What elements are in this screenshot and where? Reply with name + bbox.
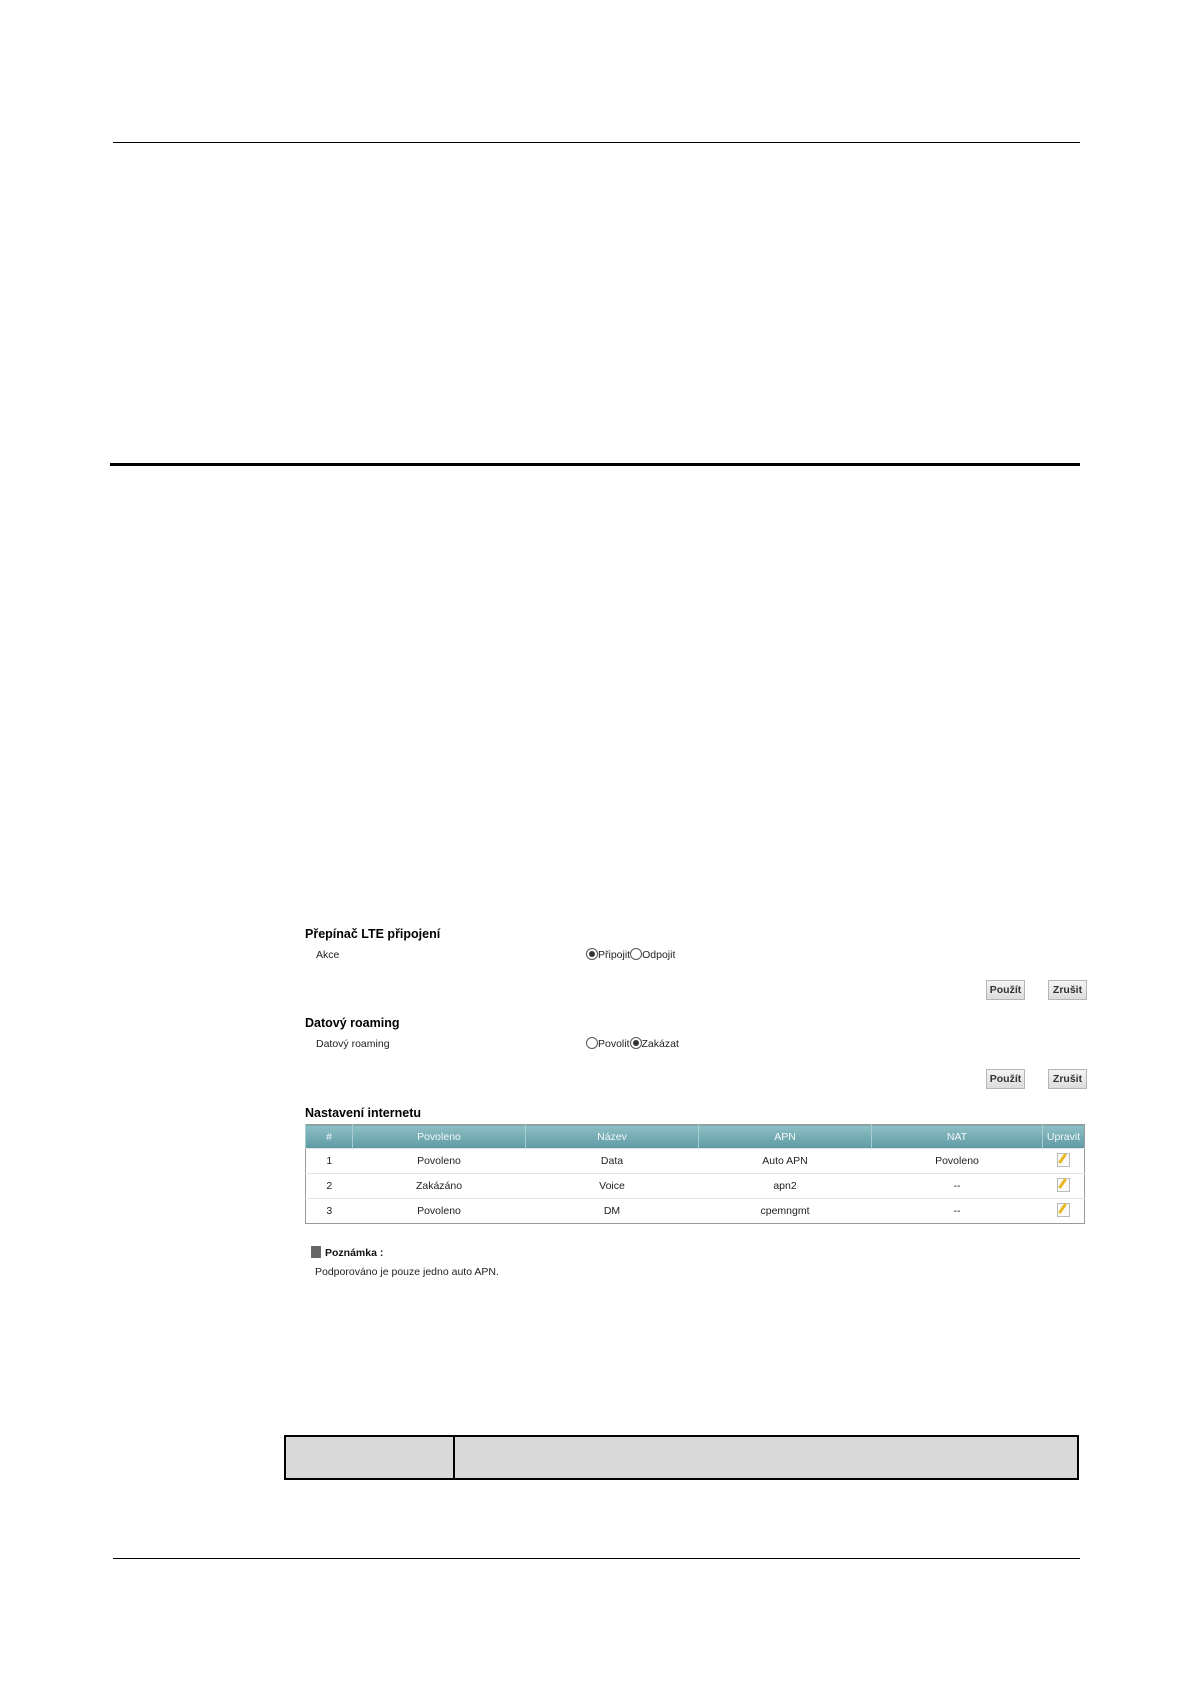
table-row: 2 Zakázáno Voice apn2 -- (305, 1173, 1085, 1199)
col-number: # (305, 1124, 353, 1149)
note-heading: Poznámka : (311, 1246, 383, 1259)
lte-apply-button[interactable]: Použít (986, 980, 1025, 1000)
footer-rule (113, 1558, 1080, 1559)
disable-label: Zakázat (641, 1038, 679, 1050)
cell: apn2 (698, 1173, 872, 1199)
enable-radio[interactable] (586, 1037, 598, 1049)
cell: 1 (305, 1148, 353, 1174)
cell: Voice (525, 1173, 699, 1199)
col-name: Název (525, 1124, 699, 1149)
cell: Povoleno (352, 1198, 526, 1224)
internet-table: # Povoleno Název APN NAT Upravit 1 Povole… (305, 1124, 1085, 1224)
col-nat: NAT (871, 1124, 1043, 1149)
cell: Data (525, 1148, 699, 1174)
note-text: Podporováno je pouze jedno auto APN. (315, 1266, 499, 1278)
table-row: 3 Povoleno DM cpemngmt -- (305, 1198, 1085, 1224)
cell: DM (525, 1198, 699, 1224)
cell: Zakázáno (352, 1173, 526, 1199)
column-divider (453, 1437, 455, 1478)
cell: -- (871, 1173, 1043, 1199)
connect-radio[interactable] (586, 948, 598, 960)
section-rule (110, 463, 1080, 466)
edit-icon[interactable] (1056, 1177, 1070, 1192)
roaming-cancel-button[interactable]: Zrušit (1048, 1069, 1087, 1089)
lte-cancel-button[interactable]: Zrušit (1048, 980, 1087, 1000)
cell: 3 (305, 1198, 353, 1224)
note-icon (311, 1246, 321, 1258)
connect-label: Připojit (598, 949, 631, 961)
col-enabled: Povoleno (352, 1124, 526, 1149)
lte-switch-title: Přepínač LTE připojení (305, 927, 441, 941)
edit-icon[interactable] (1056, 1202, 1070, 1217)
cell: cpemngmt (698, 1198, 872, 1224)
cell: -- (871, 1198, 1043, 1224)
col-edit: Upravit (1042, 1124, 1085, 1149)
roaming-radio-group: Povolit Zakázat (586, 1037, 679, 1050)
cell: Auto APN (698, 1148, 872, 1174)
table-row: 1 Povoleno Data Auto APN Povoleno (305, 1148, 1085, 1174)
col-apn: APN (698, 1124, 872, 1149)
roaming-label: Datový roaming (316, 1038, 390, 1050)
disconnect-radio[interactable] (630, 948, 643, 960)
internet-title: Nastavení internetu (305, 1106, 422, 1120)
edit-icon[interactable] (1056, 1152, 1070, 1167)
disable-radio[interactable] (629, 1037, 642, 1049)
roaming-apply-button[interactable]: Použít (986, 1069, 1025, 1089)
disconnect-label: Odpojit (642, 949, 676, 961)
cell: 2 (305, 1173, 353, 1199)
cell: Povoleno (352, 1148, 526, 1174)
cell: Povoleno (871, 1148, 1043, 1174)
description-table-header (284, 1435, 1079, 1480)
enable-label: Povolit (598, 1038, 630, 1050)
action-radio-group: Připojit Odpojit (586, 948, 675, 961)
action-label: Akce (316, 949, 340, 961)
roaming-title: Datový roaming (305, 1016, 400, 1030)
note-title: Poznámka : (325, 1247, 384, 1259)
header-rule (113, 142, 1080, 143)
